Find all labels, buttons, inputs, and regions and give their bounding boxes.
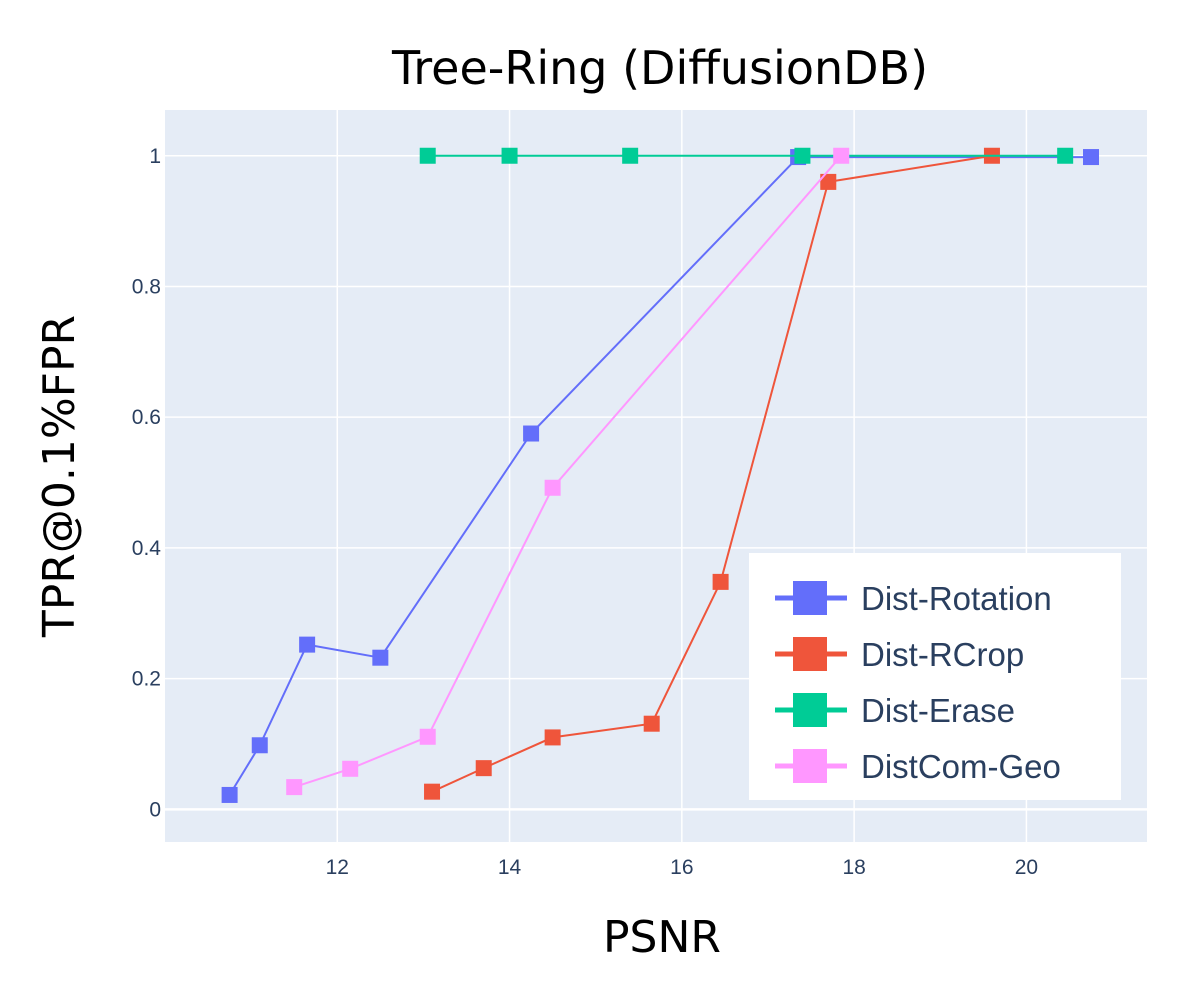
legend-item: Dist-RCrop xyxy=(775,636,1024,673)
legend-marker xyxy=(793,693,827,727)
y-axis-title: TPR@0.1%FPR xyxy=(34,315,85,638)
data-point xyxy=(712,573,729,590)
data-point xyxy=(286,779,303,796)
data-point xyxy=(221,786,238,803)
x-tick-label: 14 xyxy=(498,856,522,879)
x-tick-label: 18 xyxy=(842,856,865,879)
data-point xyxy=(299,636,316,653)
x-tick-label: 12 xyxy=(326,856,349,879)
series-dist-erase xyxy=(419,147,1074,164)
legend-label: DistCom-Geo xyxy=(861,748,1061,785)
y-tick-label: 0.4 xyxy=(132,537,162,560)
data-point xyxy=(251,737,268,754)
legend-item: Dist-Erase xyxy=(775,692,1015,729)
series-distcom-geo xyxy=(286,147,850,796)
data-point xyxy=(622,147,639,164)
data-point xyxy=(523,425,540,442)
data-point xyxy=(419,728,436,745)
data-point xyxy=(419,147,436,164)
x-tick-label: 16 xyxy=(670,856,693,879)
y-tick-label: 1 xyxy=(149,145,161,168)
legend-item: DistCom-Geo xyxy=(775,748,1061,785)
legend: Dist-Rotation Dist-RCrop Dist-Erase DistCom… xyxy=(749,553,1121,800)
chart-title: Tree-Ring (DiffusionDB) xyxy=(391,41,928,95)
data-point xyxy=(833,147,850,164)
y-tick-label: 0.8 xyxy=(132,275,161,298)
x-tick-label: 20 xyxy=(1015,856,1038,879)
data-point xyxy=(475,760,492,777)
data-point xyxy=(424,783,441,800)
legend-label: Dist-Erase xyxy=(861,692,1015,729)
y-tick-label: 0 xyxy=(149,798,161,821)
data-point xyxy=(1083,149,1100,166)
data-point xyxy=(794,147,811,164)
legend-label: Dist-Rotation xyxy=(861,580,1052,617)
x-axis-title: PSNR xyxy=(603,912,721,963)
data-point xyxy=(544,729,561,746)
legend-marker xyxy=(793,749,827,783)
legend-marker xyxy=(793,581,827,615)
data-point xyxy=(372,649,389,666)
y-tick-label: 0.6 xyxy=(132,406,161,429)
data-point xyxy=(643,715,660,732)
y-tick-label: 0.2 xyxy=(132,668,161,691)
data-point xyxy=(544,479,561,496)
data-point xyxy=(501,147,518,164)
data-point xyxy=(342,760,359,777)
data-point xyxy=(820,173,837,190)
legend-item: Dist-Rotation xyxy=(775,580,1052,617)
legend-label: Dist-RCrop xyxy=(861,636,1024,673)
series-layer xyxy=(221,147,1100,803)
data-point xyxy=(1057,147,1074,164)
tick-labels: 12 14 16 18 20 0 0.2 0.4 0.6 0.8 1 xyxy=(132,145,1038,879)
legend-marker xyxy=(793,637,827,671)
